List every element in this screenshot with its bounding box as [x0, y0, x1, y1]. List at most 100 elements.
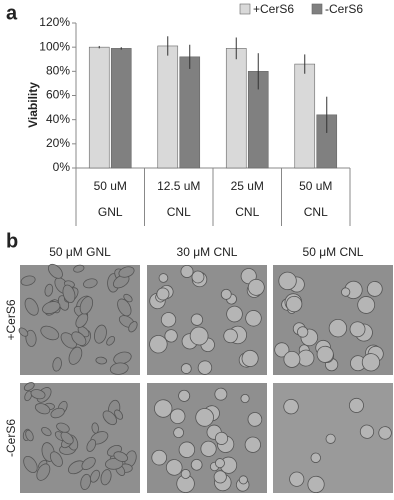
cell — [189, 326, 209, 346]
cell — [341, 287, 351, 297]
cell — [178, 441, 196, 458]
cell — [307, 475, 325, 494]
cell — [190, 458, 203, 471]
x-group-label: CNL — [167, 205, 191, 219]
cell — [160, 312, 177, 328]
cell — [100, 469, 112, 486]
cell — [214, 387, 228, 401]
cell — [247, 278, 265, 296]
cell — [226, 305, 243, 323]
panel-label: b — [6, 230, 18, 252]
y-tick-label: 120% — [39, 15, 70, 29]
cell — [180, 363, 192, 374]
cell — [79, 296, 94, 315]
cell — [105, 457, 124, 470]
cell — [25, 429, 34, 442]
cell — [158, 273, 169, 283]
cell — [191, 270, 205, 284]
cell — [117, 298, 132, 317]
bar — [88, 46, 110, 169]
cell — [149, 335, 168, 354]
cell — [50, 407, 65, 419]
cell — [278, 271, 297, 291]
cell — [297, 326, 309, 338]
cell — [283, 350, 301, 368]
cell — [24, 297, 39, 316]
cell — [118, 266, 135, 278]
cell — [223, 328, 238, 344]
legend-label: +CerS6 — [253, 2, 294, 16]
x-group-label: GNL — [98, 205, 123, 219]
cell — [128, 321, 138, 333]
cell — [109, 362, 129, 375]
cell — [71, 331, 87, 346]
cell — [91, 422, 99, 434]
cell — [114, 409, 124, 420]
cell — [366, 281, 383, 297]
cell — [52, 357, 62, 372]
cell — [80, 473, 92, 491]
cell — [197, 360, 213, 375]
cell — [151, 449, 168, 466]
x-group-label: CNL — [304, 205, 328, 219]
cell — [316, 345, 334, 363]
cell — [285, 295, 303, 313]
cell — [165, 459, 183, 476]
bar — [294, 63, 316, 169]
column-header: 50 μM CNL — [303, 245, 364, 259]
cell — [90, 469, 100, 483]
column-header: 30 μM CNL — [177, 245, 238, 259]
cell — [213, 470, 227, 484]
cell — [244, 436, 261, 453]
cell — [34, 403, 51, 415]
y-tick-label: 40% — [46, 112, 70, 126]
bar — [110, 48, 132, 169]
legend-swatch — [239, 3, 251, 15]
cell — [238, 475, 248, 485]
y-tick-label: 80% — [46, 64, 70, 78]
cell — [378, 426, 392, 440]
cell — [180, 469, 191, 479]
cell — [359, 424, 375, 439]
cell — [180, 265, 194, 278]
cell — [23, 455, 38, 474]
panel-label: a — [6, 2, 18, 24]
cell — [24, 390, 33, 402]
cell — [247, 412, 263, 427]
cell — [220, 288, 232, 300]
cell — [18, 327, 29, 337]
y-tick-label: 0% — [53, 160, 71, 174]
legend-swatch — [311, 3, 323, 15]
cell — [310, 452, 321, 463]
x-tick-label: 25 uM — [231, 179, 264, 193]
cell — [25, 329, 37, 347]
y-tick-label: 20% — [46, 136, 70, 150]
cell — [190, 313, 204, 326]
cell — [289, 471, 305, 487]
cell — [62, 284, 76, 304]
cell — [178, 389, 191, 402]
cell — [283, 398, 299, 415]
cell — [83, 278, 98, 289]
cell — [214, 431, 229, 445]
cell — [240, 393, 250, 404]
cell — [68, 346, 83, 365]
bar — [225, 48, 247, 169]
cell — [349, 321, 366, 338]
y-axis-label: Viability — [26, 82, 40, 128]
cell — [86, 439, 97, 452]
cell — [94, 324, 107, 344]
cell — [154, 399, 173, 418]
x-group-label: CNL — [235, 205, 259, 219]
y-tick-label: 100% — [39, 39, 70, 53]
column-header: 50 μM GNL — [49, 245, 111, 259]
cell — [361, 353, 381, 372]
x-tick-label: 12.5 uM — [157, 179, 200, 193]
cell — [214, 458, 225, 469]
cell — [95, 356, 108, 365]
x-tick-label: 50 uM — [94, 179, 127, 193]
cell — [47, 263, 63, 279]
x-tick-label: 50 uM — [299, 179, 332, 193]
cell — [200, 440, 217, 457]
cell — [56, 422, 70, 433]
